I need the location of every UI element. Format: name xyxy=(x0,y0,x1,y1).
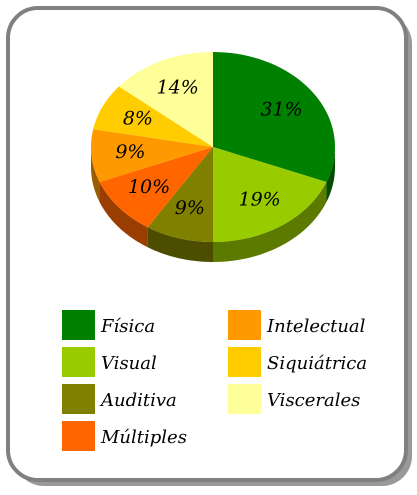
legend-label: Múltiples xyxy=(100,427,187,448)
slice xyxy=(91,129,213,182)
legend-swatch xyxy=(228,347,261,377)
legend-label: Auditiva xyxy=(99,390,177,411)
legend-label: Física xyxy=(100,316,155,337)
slice-side xyxy=(213,181,327,262)
legend-swatch xyxy=(228,384,261,414)
slice xyxy=(93,86,213,147)
slice-label: 14% xyxy=(157,77,199,99)
legend-label: Visual xyxy=(101,353,157,374)
slice-side xyxy=(326,147,335,202)
legend-swatch xyxy=(62,384,95,414)
legend-swatch xyxy=(62,310,95,340)
legend-swatch xyxy=(228,310,261,340)
slice xyxy=(213,147,327,242)
legend-swatch xyxy=(62,347,95,377)
legend-swatch xyxy=(62,421,95,451)
slice-side xyxy=(99,181,148,248)
slice-side xyxy=(91,147,100,202)
legend-label: Siquiátrica xyxy=(267,353,367,374)
legend-label: Intelectual xyxy=(266,316,366,337)
slice xyxy=(118,52,213,147)
slice-label: 31% xyxy=(260,99,302,121)
slice-label: 9% xyxy=(175,197,205,219)
slice-label: 9% xyxy=(115,141,145,163)
legend-label: Viscerales xyxy=(267,390,360,411)
slice-side xyxy=(147,227,213,262)
slice-label: 19% xyxy=(239,188,281,210)
slice xyxy=(213,52,335,182)
slice-label: 8% xyxy=(123,107,153,129)
slice-label: 10% xyxy=(128,176,170,198)
slice xyxy=(147,147,213,242)
slice xyxy=(99,147,213,228)
